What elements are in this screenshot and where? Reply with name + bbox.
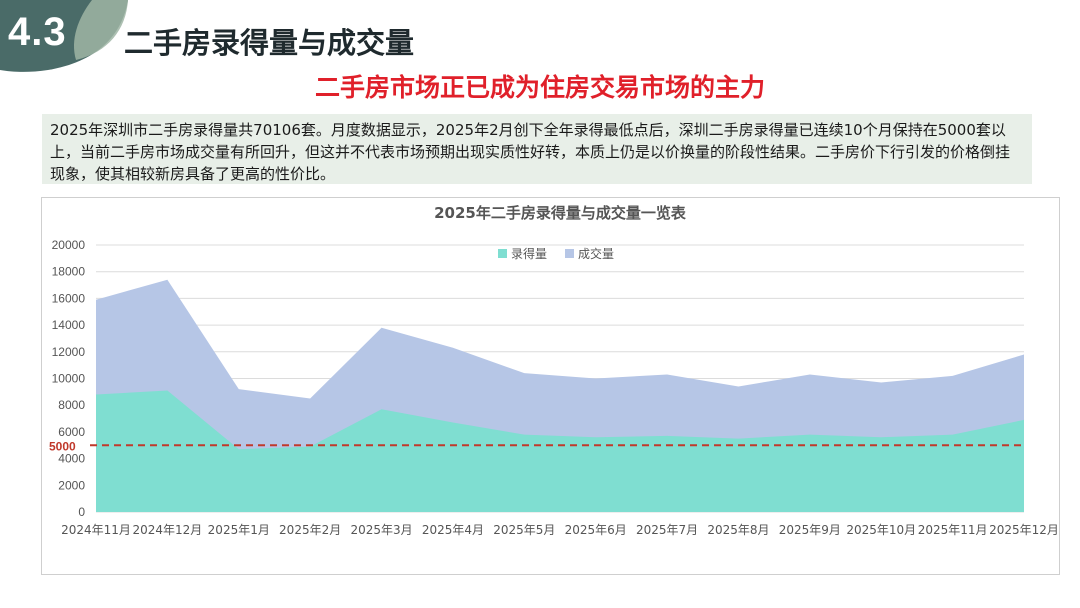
x-tick-label: 2024年11月 — [61, 523, 131, 537]
x-tick-label: 2025年7月 — [636, 523, 698, 537]
y-tick-label: 18000 — [52, 265, 86, 279]
x-tick-label: 2024年12月 — [132, 523, 202, 537]
legend-swatch — [498, 249, 507, 258]
x-tick-label: 2025年10月 — [846, 523, 916, 537]
chart-container: 2025年二手房录得量与成交量一览表 0 2000 4000 6000 8000 10000… — [41, 197, 1060, 575]
area-series-1 — [96, 390, 1024, 512]
x-tick-label: 2025年2月 — [279, 523, 341, 537]
x-tick-label: 2025年11月 — [918, 523, 988, 537]
area-chart: 2025年二手房录得量与成交量一览表 0 2000 4000 6000 8000 10000… — [49, 204, 1059, 537]
y-tick-label: 14000 — [52, 318, 86, 332]
y-tick-label: 8000 — [58, 398, 85, 412]
y-tick-label: 6000 — [58, 425, 85, 439]
x-tick-label: 2025年12月 — [989, 523, 1059, 537]
legend-swatch — [565, 249, 574, 258]
x-tick-label: 2025年5月 — [493, 523, 555, 537]
x-tick-label: 2025年4月 — [422, 523, 484, 537]
y-tick-label: 20000 — [52, 238, 86, 252]
corner-decoration — [0, 0, 128, 72]
legend-label: 成交量 — [578, 246, 614, 261]
x-tick-label: 2025年1月 — [208, 523, 270, 537]
reference-line-label: 5000 — [49, 439, 76, 453]
page-subtitle: 二手房市场正已成为住房交易市场的主力 — [314, 73, 765, 102]
y-tick-label: 2000 — [58, 478, 85, 492]
section-number: 4.3 — [8, 10, 67, 54]
x-tick-label: 2025年3月 — [350, 523, 412, 537]
summary-box: 2025年深圳市二手房录得量共70106套。月度数据显示，2025年2月创下全年… — [42, 114, 1032, 184]
x-tick-label: 2025年6月 — [565, 523, 627, 537]
y-tick-label: 0 — [78, 505, 85, 519]
y-tick-label: 12000 — [52, 345, 86, 359]
y-tick-label: 16000 — [52, 291, 86, 305]
chart-title: 2025年二手房录得量与成交量一览表 — [434, 204, 687, 222]
x-tick-label: 2025年8月 — [707, 523, 769, 537]
section-title: 二手房录得量与成交量 — [124, 26, 415, 60]
legend-label: 录得量 — [511, 246, 547, 261]
y-tick-label: 10000 — [52, 372, 86, 386]
y-tick-label: 4000 — [58, 452, 85, 466]
x-tick-label: 2025年9月 — [779, 523, 841, 537]
